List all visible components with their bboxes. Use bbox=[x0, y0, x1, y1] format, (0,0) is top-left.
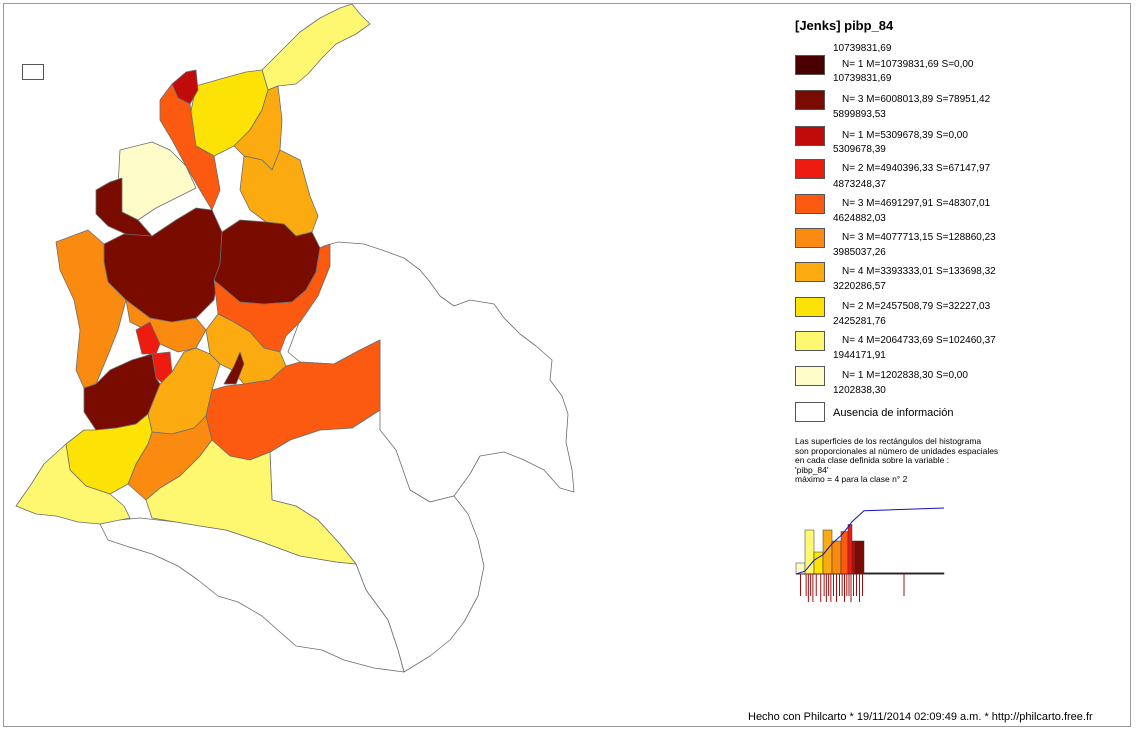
class-bound-label: 5899893,53 bbox=[833, 109, 886, 120]
legend-stat-class-10: N= 1 M=1202838,30 S=0,00 bbox=[842, 370, 968, 381]
legend-swatch-class-6 bbox=[795, 228, 825, 248]
histogram-bar bbox=[822, 529, 833, 575]
class-bound-label: 4873248,37 bbox=[833, 179, 886, 190]
region-narino bbox=[15, 443, 131, 525]
histogram-bar bbox=[854, 540, 865, 575]
legend-swatch-class-8 bbox=[795, 297, 825, 317]
legend-title: [Jenks] pibp_84 bbox=[795, 18, 894, 33]
note-line: Las superficies de los rectángulos del h… bbox=[795, 436, 982, 446]
region-choco bbox=[55, 229, 127, 389]
class-bound-label: 3220286,57 bbox=[833, 281, 886, 292]
histogram-bar bbox=[804, 529, 815, 575]
legend-stat-class-1: N= 1 M=10739831,69 S=0,00 bbox=[842, 59, 974, 70]
class-bound-label: 4624882,03 bbox=[833, 213, 886, 224]
footer-credit: Hecho con Philcarto * 19/11/2014 02:09:4… bbox=[748, 711, 1093, 723]
legend-swatch-class-2 bbox=[795, 90, 825, 110]
histogram-bar bbox=[840, 531, 849, 575]
no-data-regions bbox=[99, 241, 575, 673]
legend-swatch-class-10 bbox=[795, 366, 825, 386]
legend-swatch-class-9 bbox=[795, 331, 825, 351]
class-bound-label: 1944171,91 bbox=[833, 350, 886, 361]
histogram-bar bbox=[831, 540, 842, 575]
legend-swatch-class-1 bbox=[795, 55, 825, 75]
choropleth-map bbox=[15, 3, 575, 673]
note-line: máximo = 4 para la clase n° 2 bbox=[795, 474, 908, 485]
histogram-bar bbox=[847, 524, 853, 575]
region-caqueta bbox=[145, 439, 357, 565]
region-bolivar bbox=[159, 83, 221, 211]
legend-stat-class-8: N= 2 M=2457508,79 S=32227,03 bbox=[842, 301, 991, 312]
legend-stat-class-6: N= 3 M=4077713,15 S=128860,23 bbox=[842, 232, 996, 243]
legend-absence-label: Ausencia de información bbox=[833, 407, 954, 419]
note-line: 'pibp_84' bbox=[795, 464, 829, 475]
class-bound-label: 10739831,69 bbox=[833, 73, 892, 84]
legend-swatch-class-7 bbox=[795, 262, 825, 282]
note-line: en cada clase definida sobre la variable… bbox=[795, 455, 950, 466]
region-santander-norte bbox=[239, 149, 319, 237]
note-line: son proporcionales al número de unidades… bbox=[795, 445, 999, 456]
legend-stat-class-3: N= 1 M=5309678,39 S=0,00 bbox=[842, 130, 968, 141]
class-bound-label: 10739831,69 bbox=[833, 43, 892, 54]
histogram-bar bbox=[851, 540, 856, 575]
histogram bbox=[795, 507, 945, 602]
inset-box bbox=[22, 64, 44, 80]
legend-swatch-class-4 bbox=[795, 159, 825, 179]
legend-stat-class-7: N= 4 M=3393333,01 S=133698,32 bbox=[842, 266, 996, 277]
legend-stat-class-9: N= 4 M=2064733,69 S=102460,37 bbox=[842, 335, 996, 346]
legend-stat-class-4: N= 2 M=4940396,33 S=67147,97 bbox=[842, 163, 991, 174]
legend-stat-class-5: N= 3 M=4691297,91 S=48307,01 bbox=[842, 198, 991, 209]
region-risaralda bbox=[135, 321, 161, 355]
legend-swatch-absence bbox=[795, 402, 825, 422]
class-bound-label: 3985037,26 bbox=[833, 247, 886, 258]
data-regions bbox=[15, 3, 381, 565]
class-bound-label: 2425281,76 bbox=[833, 316, 886, 327]
legend-swatch-class-5 bbox=[795, 194, 825, 214]
legend-swatch-class-3 bbox=[795, 126, 825, 146]
cumulative-line bbox=[795, 507, 945, 575]
region-guajira bbox=[261, 3, 371, 91]
region-bogota bbox=[223, 351, 245, 385]
legend-stat-class-2: N= 3 M=6008013,89 S=78951,42 bbox=[842, 94, 991, 105]
class-bound-label: 1202838,30 bbox=[833, 385, 886, 396]
class-bound-label: 5309678,39 bbox=[833, 144, 886, 155]
region-cordoba bbox=[95, 177, 153, 237]
histogram-note: Las superficies de los rectángulos del h… bbox=[795, 436, 1035, 485]
